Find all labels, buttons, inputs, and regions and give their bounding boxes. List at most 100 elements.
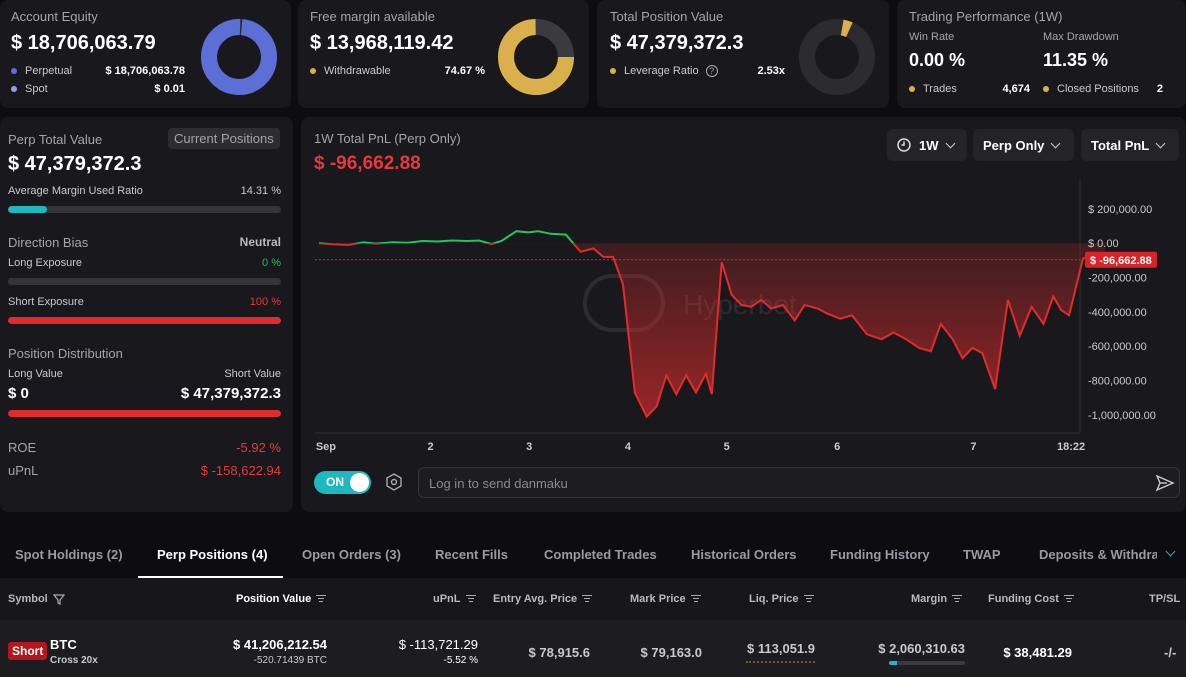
perpetual-dot-icon: [11, 68, 17, 75]
col-liq-label: Liq. Price: [749, 593, 799, 605]
free-margin-value: $ 13,968,119.42: [310, 32, 454, 54]
chevron-down-icon: [1155, 138, 1166, 148]
upnl-value: $ -158,622.94: [200, 463, 281, 478]
current-positions-button[interactable]: Current Positions: [168, 128, 280, 149]
free-margin-title: Free margin available: [310, 9, 436, 24]
tab-recent-fills[interactable]: Recent Fills: [435, 547, 508, 562]
chevron-down-icon: [1050, 138, 1061, 148]
col-upnl-label: uPnL: [433, 593, 461, 605]
danmaku-toggle[interactable]: ON: [314, 471, 371, 494]
scope-dropdown[interactable]: Perp Only: [973, 129, 1074, 161]
row-position-size: -520.71439 BTC: [253, 655, 327, 666]
danmaku-placeholder: Log in to send danmaku: [429, 476, 568, 491]
col-margin-label: Margin: [911, 593, 948, 605]
y-tick-label: -600,000.00: [1088, 341, 1147, 353]
sort-icon: [1063, 595, 1074, 603]
sort-icon: [803, 595, 814, 603]
y-axis-ticks: $ 200,000.00 $ 0.00 -200,000.00 -400,000.00…: [1088, 204, 1156, 422]
avg-margin-bar: [8, 206, 281, 213]
account-equity-value: $ 18,706,063.79: [11, 32, 156, 54]
col-funding-cost[interactable]: Funding Cost: [988, 593, 1074, 605]
x-tick-label: 5: [724, 441, 730, 453]
active-tab-underline: [138, 576, 283, 578]
trades-value: 4,674: [1002, 83, 1030, 95]
position-value-donut: [799, 19, 875, 95]
tab-open-orders[interactable]: Open Orders (3): [302, 547, 401, 562]
row-position-value: $ 41,206,212.54: [233, 637, 327, 652]
tab-spot-holdings[interactable]: Spot Holdings (2): [15, 547, 123, 562]
filter-icon[interactable]: [52, 593, 65, 605]
margin-usage-bar-fill: [889, 661, 897, 665]
tabs-more-button[interactable]: [1159, 540, 1186, 570]
x-tick-label: 3: [526, 441, 532, 453]
max-drawdown-label: Max Drawdown: [1043, 31, 1119, 43]
chart-title: 1W Total PnL (Perp Only): [314, 131, 461, 146]
chevron-down-icon: [945, 138, 955, 148]
col-symbol[interactable]: Symbol: [8, 593, 65, 605]
metric-dropdown[interactable]: Total PnL: [1081, 129, 1179, 161]
tab-historical-orders[interactable]: Historical Orders: [691, 547, 797, 562]
tab-funding-history[interactable]: Funding History: [830, 547, 930, 562]
col-liq-price[interactable]: Liq. Price: [749, 593, 814, 605]
roe-label: ROE: [8, 440, 37, 455]
trades-row: Trades: [909, 83, 957, 95]
withdrawable-dot-icon: [310, 68, 316, 75]
col-position-value[interactable]: Position Value: [236, 593, 327, 605]
x-tick-label: 7: [970, 441, 976, 453]
trades-label: Trades: [923, 83, 957, 95]
col-upnl[interactable]: uPnL: [433, 593, 476, 605]
tab-perp-positions[interactable]: Perp Positions (4): [157, 547, 268, 562]
chevron-down-icon: [1165, 546, 1176, 557]
side-badge: Short: [8, 642, 48, 660]
spot-dot-icon: [11, 86, 17, 93]
trades-dot-icon: [909, 86, 915, 93]
period-dropdown[interactable]: 1W: [887, 129, 967, 161]
withdrawable-row: Withdrawable: [310, 65, 391, 77]
y-tick-label: -400,000.00: [1088, 307, 1147, 319]
row-margin: $ 2,060,310.63: [878, 641, 965, 656]
tab-deposits-withdraw[interactable]: Deposits & Withdraw: [1039, 547, 1157, 562]
spot-value: $ 0.01: [154, 83, 185, 95]
settings-icon[interactable]: [385, 473, 403, 491]
position-distribution-label: Position Distribution: [8, 346, 123, 361]
free-margin-donut: [498, 19, 574, 95]
avg-margin-label: Average Margin Used Ratio: [8, 185, 143, 197]
col-margin[interactable]: Margin: [911, 593, 963, 605]
position-value-title: Total Position Value: [610, 9, 724, 24]
row-tpsl[interactable]: -/-: [1164, 645, 1177, 660]
send-icon[interactable]: [1155, 474, 1175, 492]
perpetual-label: Perpetual: [25, 65, 73, 77]
clock-icon: [897, 138, 911, 152]
short-exposure-label: Short Exposure: [8, 296, 84, 308]
danmaku-input[interactable]: Log in to send danmaku: [418, 467, 1180, 498]
info-icon[interactable]: ?: [705, 65, 718, 77]
position-value-amount: $ 47,379,372.3: [610, 32, 744, 54]
tab-completed-trades[interactable]: Completed Trades: [544, 547, 657, 562]
closed-positions-row: Closed Positions: [1043, 83, 1139, 95]
long-value-label: Long Value: [8, 368, 63, 380]
closed-positions-label: Closed Positions: [1057, 83, 1139, 95]
col-tpsl-label: TP/SL: [1149, 593, 1181, 605]
row-margin-mode: Cross 20x: [50, 655, 98, 666]
withdrawable-value: 74.67 %: [444, 65, 485, 77]
row-symbol[interactable]: BTC: [50, 637, 77, 652]
leverage-dot-icon: [610, 68, 616, 75]
col-tpsl[interactable]: TP/SL: [1149, 593, 1180, 605]
short-exposure-value: 100 %: [249, 296, 281, 308]
tab-twap[interactable]: TWAP: [963, 547, 1001, 562]
short-exposure-bar: [8, 317, 281, 324]
x-tick-label: Sep: [316, 441, 336, 453]
row-liq-price: $ 113,051.9: [747, 641, 815, 656]
negative-line: [318, 243, 1106, 419]
perpetual-row: Perpetual: [11, 65, 72, 77]
tab-bar: [0, 520, 1186, 578]
spot-label: Spot: [25, 83, 48, 95]
x-axis-ticks: Sep 2 3 4 5 6 7 18:22: [316, 441, 1085, 453]
col-entry-price[interactable]: Entry Avg. Price: [493, 593, 593, 605]
table-row[interactable]: [0, 620, 1186, 677]
y-tick-label: $ 200,000.00: [1088, 204, 1152, 216]
spot-row: Spot: [11, 83, 48, 95]
short-value-label: Short Value: [224, 368, 281, 380]
upnl-label: uPnL: [8, 463, 39, 478]
col-mark-price[interactable]: Mark Price: [630, 593, 701, 605]
